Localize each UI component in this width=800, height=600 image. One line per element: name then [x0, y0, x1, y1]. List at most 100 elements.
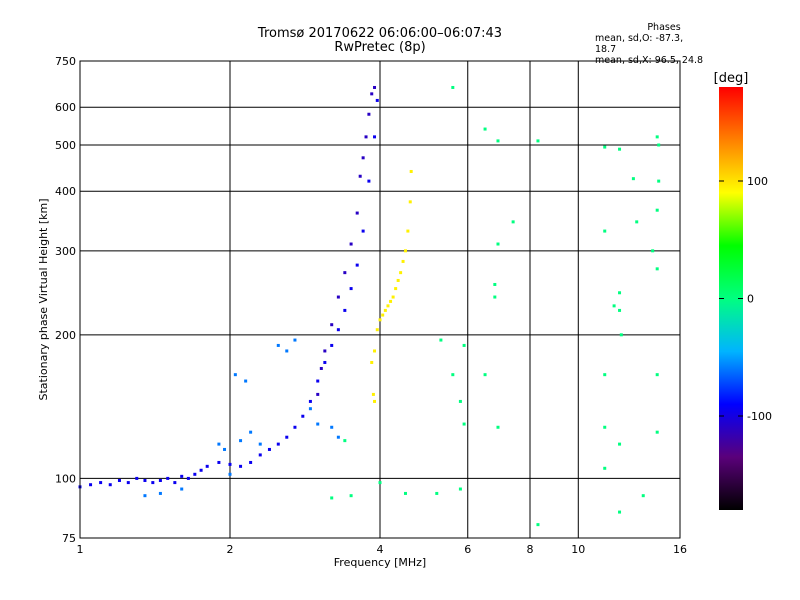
data-point: [349, 494, 353, 498]
data-point: [330, 323, 334, 327]
data-point: [603, 466, 607, 470]
phases-line-o: mean, sd,O: -87.3, 18.7: [595, 33, 684, 55]
data-point: [239, 439, 243, 443]
data-point: [603, 145, 607, 149]
colorbar-tick-label: 100: [747, 175, 768, 188]
data-point: [89, 483, 93, 487]
data-point: [117, 478, 121, 482]
data-point: [158, 491, 162, 495]
data-point: [143, 478, 147, 482]
data-point: [336, 435, 340, 439]
data-point: [399, 271, 403, 275]
data-point: [373, 85, 377, 89]
data-point: [651, 249, 655, 253]
data-point: [217, 442, 221, 446]
x-axis: 1 2 4 6 8 10 16: [77, 543, 688, 556]
data-point: [108, 483, 112, 487]
data-point: [493, 282, 497, 286]
data-point: [462, 343, 466, 347]
data-point: [135, 476, 139, 480]
data-point: [233, 373, 237, 377]
x-tick-label: 4: [377, 543, 384, 556]
data-point: [396, 278, 400, 282]
data-point: [336, 295, 340, 299]
data-point: [244, 379, 248, 383]
y-tick-label: 75: [62, 532, 76, 545]
data-point: [228, 462, 232, 466]
data-point: [435, 491, 439, 495]
data-point: [285, 349, 289, 353]
data-point: [316, 392, 320, 396]
data-point: [316, 422, 320, 426]
data-point: [308, 407, 312, 411]
chart-title-line1: Tromsø 20170622 06:06:00–06:07:43: [257, 26, 503, 41]
data-point: [483, 127, 487, 131]
data-point: [511, 220, 515, 224]
data-point: [186, 476, 190, 480]
data-point: [631, 177, 635, 181]
data-point: [301, 414, 305, 418]
data-point: [364, 135, 368, 139]
data-point: [361, 229, 365, 233]
data-point: [406, 229, 410, 233]
data-point: [249, 430, 253, 434]
data-point: [373, 135, 377, 139]
data-point: [258, 453, 262, 457]
data-point: [308, 399, 312, 403]
data-point: [655, 373, 659, 377]
data-point: [258, 442, 262, 446]
y-tick-label: 400: [55, 185, 76, 198]
x-tick-label: 8: [527, 543, 534, 556]
data-point: [655, 208, 659, 212]
y-axis: 75 100 200 300 400 500 600 750: [55, 55, 76, 545]
data-point: [223, 447, 227, 451]
data-point: [367, 179, 371, 183]
data-point: [293, 338, 297, 342]
y-tick-label: 750: [55, 55, 76, 68]
data-point: [618, 291, 622, 295]
y-tick-label: 200: [55, 329, 76, 342]
data-point: [409, 169, 413, 173]
data-point: [199, 468, 203, 472]
x-tick-label: 16: [673, 543, 687, 556]
data-point: [330, 425, 334, 429]
x-tick-label: 2: [227, 543, 234, 556]
data-point: [458, 399, 462, 403]
data-point: [403, 249, 407, 253]
colorbar: [deg] 100 0 -100: [714, 71, 772, 510]
data-point: [378, 318, 382, 322]
x-tick-label: 1: [77, 543, 84, 556]
data-point: [205, 464, 209, 468]
data-point: [239, 464, 243, 468]
data-point: [483, 373, 487, 377]
data-point: [383, 308, 387, 312]
data-point: [370, 92, 374, 96]
data-point: [386, 304, 390, 308]
data-point: [276, 343, 280, 347]
data-point: [180, 487, 184, 491]
data-point: [361, 156, 365, 160]
plot-frame: [79, 60, 681, 539]
data-point: [493, 295, 497, 299]
data-point: [358, 174, 362, 178]
data-point: [603, 425, 607, 429]
y-tick-label: 600: [55, 101, 76, 114]
data-point: [451, 373, 455, 377]
data-point: [349, 287, 353, 291]
data-points: [78, 85, 661, 527]
data-point: [635, 220, 639, 224]
phases-header: Phases: [647, 22, 681, 33]
chart-subtitle: RwPretec (8p): [334, 40, 426, 55]
data-point: [462, 422, 466, 426]
x-axis-label: Frequency [MHz]: [334, 556, 426, 569]
chart-title: Tromsø 20170622 06:06:00–06:07:43 RwPret…: [210, 27, 550, 55]
data-point: [603, 373, 607, 377]
data-point: [370, 360, 374, 364]
data-point: [285, 435, 289, 439]
data-point: [193, 472, 197, 476]
data-point: [316, 379, 320, 383]
data-point: [228, 472, 232, 476]
data-point: [375, 328, 379, 332]
data-point: [373, 349, 377, 353]
colorbar-ticks: 100 0 -100: [719, 175, 772, 423]
